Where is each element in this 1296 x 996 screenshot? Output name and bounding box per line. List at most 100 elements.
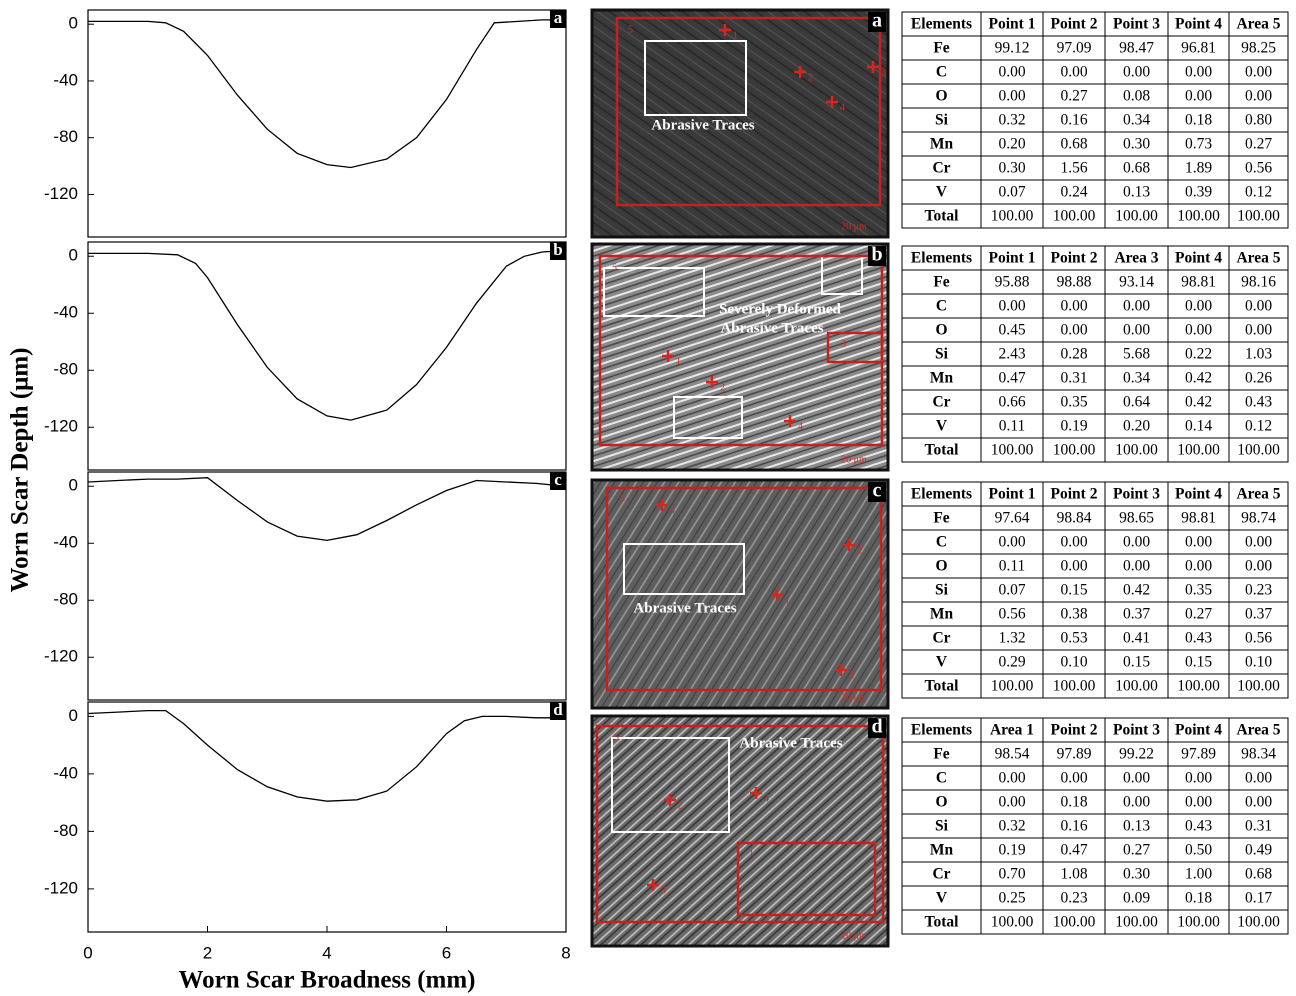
x-tick-label: 0: [83, 943, 92, 962]
table-cell: [1042, 649, 1106, 675]
table-cell-text: 0.07: [998, 184, 1025, 201]
table-header: Point 2: [1051, 250, 1098, 267]
point-marker: [750, 787, 762, 799]
point-marker: [771, 589, 783, 601]
table-cell: [1042, 59, 1106, 85]
table-cell-text: 100.00: [1237, 914, 1280, 931]
y-tick-label: 0: [69, 476, 78, 495]
table-cell-text: C: [936, 770, 947, 787]
table-cell-text: 0.11: [999, 418, 1026, 435]
table-cell-text: 98.74: [1241, 510, 1276, 527]
table-cell: [1042, 601, 1106, 627]
table-cell: [1104, 131, 1169, 157]
table-cell: [1167, 11, 1230, 37]
table-cell-text: 0.00: [1123, 558, 1150, 575]
annotation: Abrasive Traces: [651, 117, 754, 133]
table-cell: [1228, 437, 1289, 463]
point-marker: [835, 664, 847, 676]
table-cell: [1228, 269, 1289, 295]
table-cell-text: 0.08: [1123, 88, 1150, 105]
table-cell: [901, 413, 982, 439]
y-tick-label: -40: [53, 763, 78, 782]
x-tick-label: 6: [442, 943, 451, 962]
table-cell-text: 97.09: [1057, 40, 1092, 57]
table-cell: [1104, 601, 1169, 627]
marker-label: 2: [857, 545, 862, 556]
table-cell: [980, 717, 1044, 743]
image-label: c: [873, 480, 882, 502]
table-cell-text: 99.22: [1119, 746, 1154, 763]
table-cell-text: 0.68: [1245, 866, 1272, 883]
table-cell-text: 0.00: [1060, 534, 1087, 551]
table-cell-text: V: [936, 890, 948, 907]
table-cell-text: 0.27: [1060, 88, 1087, 105]
y-tick-label: -80: [53, 590, 78, 609]
table-cell-text: 0.11: [999, 558, 1026, 575]
table-cell: [1167, 837, 1230, 863]
table-header: Elements: [911, 16, 972, 33]
plot-frame: [87, 701, 567, 933]
table-cell-text: 0.00: [1123, 322, 1150, 339]
table-cell: [1228, 741, 1289, 767]
table-cell: [1042, 813, 1106, 839]
table-cell-text: 0.00: [1245, 322, 1272, 339]
table-cell-text: 0.25: [998, 890, 1025, 907]
marker-label: 5: [628, 24, 633, 35]
table-cell-text: 0.00: [998, 298, 1025, 315]
table-cell-text: Total: [925, 914, 960, 931]
image-badge: [868, 718, 886, 738]
table-cell: [980, 11, 1044, 37]
table-header: Area 3: [1114, 250, 1158, 267]
table-cell: [1167, 203, 1230, 229]
table-cell: [901, 577, 982, 603]
table-cell: [980, 179, 1044, 205]
plot-frame: [87, 9, 567, 238]
marker-label: 5: [612, 262, 617, 273]
table-cell-text: 98.81: [1181, 274, 1216, 291]
table-cell-text: 0.07: [998, 582, 1025, 599]
x-tick-label: 4: [322, 943, 331, 962]
table-cell: [901, 741, 982, 767]
table-cell-text: Mn: [930, 842, 954, 859]
table-cell-text: 0.00: [1123, 534, 1150, 551]
table-cell-text: 0.18: [1060, 794, 1087, 811]
marker-label: 3: [841, 338, 846, 349]
region-box: [603, 267, 705, 317]
table-cell-text: 0.00: [1245, 794, 1272, 811]
analysis-area: [605, 486, 883, 692]
profile-line: [88, 19, 566, 169]
table-cell-text: 0.73: [1185, 136, 1212, 153]
marker-label: 1: [733, 30, 738, 41]
marker-label: 2: [808, 72, 813, 83]
table-cell-text: 0.00: [1245, 770, 1272, 787]
table-cell-text: 0.00: [1060, 322, 1087, 339]
table-cell: [1104, 481, 1169, 507]
table-cell-text: 0.42: [1185, 370, 1212, 387]
image-badge: [868, 12, 886, 32]
table-cell: [980, 601, 1044, 627]
image-badge: [868, 246, 886, 266]
table-cell-text: 0.37: [1245, 606, 1272, 623]
table-cell-text: 100.00: [1115, 208, 1158, 225]
table-cell: [1104, 673, 1169, 699]
table-cell-text: 0.00: [1123, 794, 1150, 811]
table-cell: [901, 341, 982, 367]
table-cell: [980, 861, 1044, 887]
table-cell: [980, 131, 1044, 157]
image-label: b: [871, 244, 882, 266]
table-cell: [1042, 107, 1106, 133]
table-cell-text: 100.00: [1115, 678, 1158, 695]
table-cell-text: 100.00: [1053, 678, 1096, 695]
table-cell-text: C: [936, 298, 947, 315]
table-cell-text: Si: [935, 582, 949, 599]
table-cell-text: Mn: [930, 136, 954, 153]
table-cell: [1042, 179, 1106, 205]
x-tick-label: 8: [561, 943, 570, 962]
table-cell-text: 0.30: [1123, 136, 1150, 153]
table-cell-text: 0.45: [998, 322, 1025, 339]
annotation: Severely Deformed: [719, 301, 841, 317]
table-cell-text: 0.18: [1185, 112, 1212, 129]
table-cell-text: 5.68: [1123, 346, 1150, 363]
table-cell: [1167, 909, 1230, 935]
point-marker: [706, 376, 718, 388]
